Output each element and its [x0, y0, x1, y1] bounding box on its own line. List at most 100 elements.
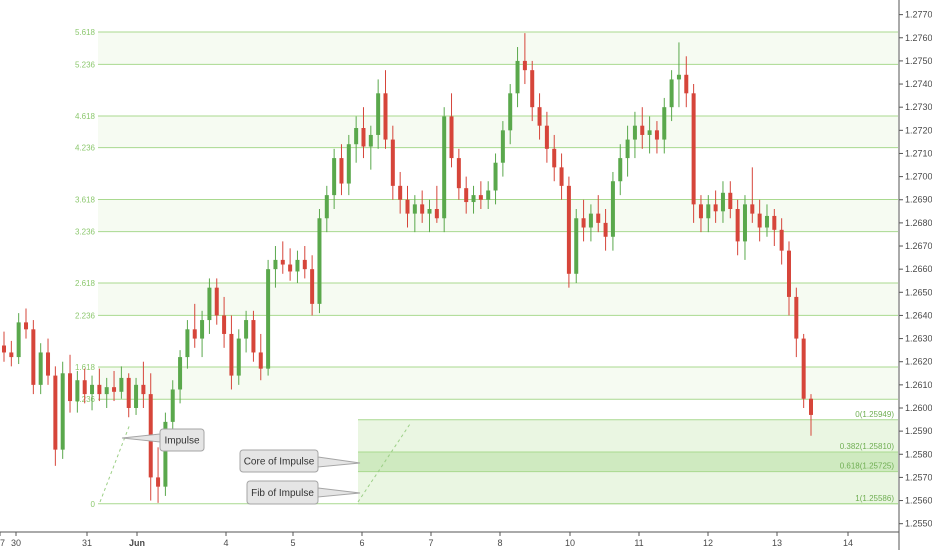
candle-body — [170, 389, 175, 422]
fib-zone-label: 0.382(1.25810) — [840, 442, 895, 451]
fib-band-1.618 — [98, 367, 898, 400]
candle — [530, 60, 535, 122]
candle — [82, 368, 87, 404]
impulse-dashed-line — [99, 423, 131, 503]
candle — [801, 333, 806, 408]
candle — [60, 361, 65, 459]
fib-level-label: 0 — [91, 500, 96, 509]
candle — [794, 287, 799, 358]
fib-zone-label: 1(1.25586) — [855, 494, 894, 503]
candle — [654, 121, 659, 154]
x-tick-label: 31 — [82, 538, 92, 548]
candle — [632, 111, 637, 159]
candle-body — [163, 421, 168, 487]
candle — [339, 144, 344, 196]
candle — [280, 241, 285, 274]
candle-body — [794, 296, 799, 339]
candle-body — [134, 384, 139, 408]
candle-body — [713, 204, 718, 212]
candle-body — [398, 185, 403, 200]
candle — [295, 250, 300, 284]
candle-body — [156, 477, 161, 487]
candle — [779, 218, 784, 265]
candle-body — [420, 204, 425, 214]
candle-body — [786, 250, 791, 297]
candle — [420, 190, 425, 223]
candle-body — [610, 181, 615, 237]
candle — [266, 259, 271, 376]
candle-body — [500, 130, 505, 163]
candle — [126, 373, 131, 418]
candle-body — [222, 315, 227, 334]
y-tick-label: 1.25800 — [905, 449, 932, 459]
candle-body — [317, 218, 322, 304]
candle — [229, 315, 234, 390]
y-tick-label: 1.27000 — [905, 172, 932, 182]
candle — [471, 185, 476, 214]
callout-fib-text: Fib of Impulse — [251, 488, 314, 499]
candle — [317, 208, 322, 314]
candle-body — [508, 93, 513, 131]
candle-body — [581, 218, 586, 228]
callout-core-of-impulse[interactable]: Core of Impulse — [239, 449, 361, 473]
candle — [552, 134, 557, 182]
y-tick-label: 1.26600 — [905, 264, 932, 274]
fib-level-label: 1.236 — [75, 395, 96, 404]
candle-body — [442, 116, 447, 219]
candle-body — [669, 79, 674, 108]
callout-layer: Impulse Core of Impulse Fib of Impulse — [99, 423, 411, 505]
y-tick-label: 1.26100 — [905, 380, 932, 390]
candle — [500, 121, 505, 177]
candle-body — [603, 222, 608, 237]
candle — [412, 195, 417, 233]
y-tick-label: 1.26700 — [905, 241, 932, 251]
candle — [434, 185, 439, 223]
candle-body — [251, 320, 256, 353]
fib-level-label: 4.618 — [75, 112, 96, 121]
candle-body — [728, 192, 733, 209]
candle-body — [427, 208, 432, 214]
x-tick-label: 4 — [223, 538, 228, 548]
candle-body — [412, 204, 417, 214]
candle-body — [566, 185, 571, 274]
candle-body — [405, 199, 410, 214]
candle — [24, 308, 29, 339]
candle-body — [544, 125, 549, 149]
candle — [537, 93, 542, 140]
candle-body — [46, 352, 51, 376]
candle-body — [588, 213, 593, 228]
candle-layer — [2, 33, 813, 503]
candle-body — [9, 352, 14, 358]
candle — [185, 320, 190, 369]
candle — [442, 107, 447, 233]
candle-body — [229, 333, 234, 376]
candle-body — [735, 208, 740, 242]
candle-body — [757, 213, 762, 228]
candle — [346, 134, 351, 196]
candle — [222, 296, 227, 348]
x-tick-label: Jun — [129, 538, 145, 548]
candle — [405, 185, 410, 228]
candle-body — [354, 128, 359, 145]
candle — [464, 176, 469, 214]
candle-body — [207, 287, 212, 321]
candle — [486, 181, 491, 209]
candle-body — [662, 107, 667, 140]
y-tick-label: 1.26900 — [905, 195, 932, 205]
candle-body — [60, 373, 65, 450]
y-tick-label: 1.26000 — [905, 403, 932, 413]
candle-body — [464, 188, 469, 203]
fib-level-label: 2.236 — [75, 311, 96, 320]
candle — [398, 171, 403, 214]
candle — [596, 195, 601, 233]
x-tick-label: 7 — [428, 538, 433, 548]
candle-body — [618, 158, 623, 182]
callout-fib-of-impulse[interactable]: Fib of Impulse — [246, 480, 361, 505]
x-tick-label: 11 — [634, 538, 643, 548]
callout-impulse[interactable]: Impulse — [121, 428, 205, 452]
candle-body — [684, 74, 689, 94]
candle-body — [38, 352, 43, 385]
candle — [522, 33, 527, 85]
candle-body — [258, 352, 263, 369]
candle-body — [691, 93, 696, 205]
